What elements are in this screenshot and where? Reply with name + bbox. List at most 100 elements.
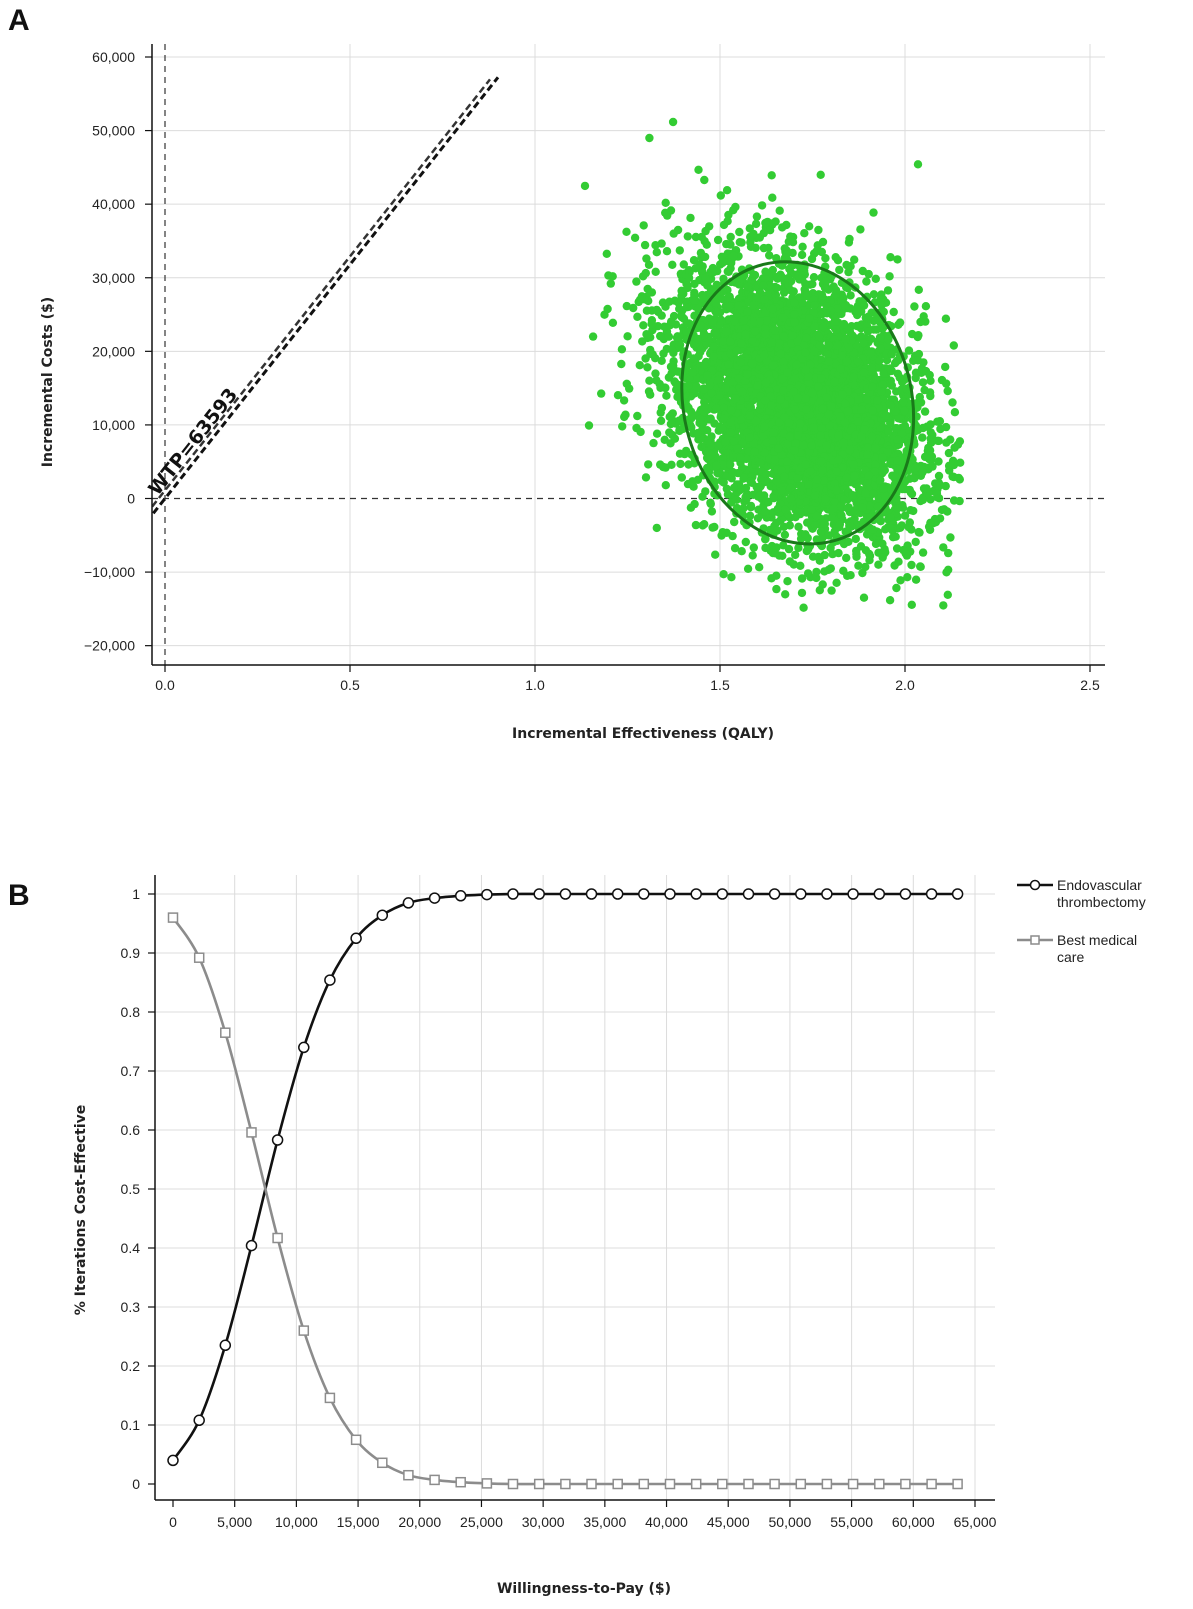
scatter-point <box>772 543 781 552</box>
scatter-point <box>842 357 852 366</box>
scatter-point <box>801 288 810 298</box>
scatter-point <box>780 530 790 539</box>
scatter-point <box>689 256 699 265</box>
scatter-point <box>701 273 710 283</box>
scatter-point <box>643 363 652 372</box>
scatter-point <box>879 484 888 494</box>
scatter-point <box>886 253 895 262</box>
scatter-point <box>750 270 760 280</box>
scatter-point <box>786 494 795 503</box>
scatter-point <box>862 395 872 404</box>
scatter-point <box>884 427 893 436</box>
scatter-point <box>920 407 930 416</box>
scatter-point <box>804 480 813 489</box>
scatter-point <box>745 411 755 420</box>
scatter-point <box>755 233 764 242</box>
scatter-point <box>656 408 665 417</box>
scatter-point <box>741 483 751 493</box>
scatter-point <box>877 301 886 310</box>
scatter-point <box>846 291 855 300</box>
scatter-point <box>861 489 870 498</box>
scatter-point <box>760 507 770 516</box>
scatter-point <box>810 322 819 331</box>
scatter-point <box>712 280 721 289</box>
scatter-point <box>608 318 618 327</box>
scatter-point <box>839 319 849 329</box>
scatter-point <box>661 198 670 207</box>
scatter-point <box>618 422 627 431</box>
scatter-point <box>632 423 641 433</box>
scatter-point <box>668 260 677 269</box>
scatter-point <box>737 238 746 247</box>
scatter-point <box>580 181 590 191</box>
scatter-point <box>682 303 692 312</box>
scatter-point <box>711 298 721 307</box>
scatter-point <box>779 522 789 531</box>
scatter-point <box>761 218 770 228</box>
scatter-point <box>803 569 813 578</box>
scatter-point <box>633 411 642 421</box>
scatter-point <box>684 460 693 469</box>
scatter-point <box>717 252 727 261</box>
scatter-point <box>701 226 710 236</box>
scatter-point <box>898 484 907 494</box>
scatter-point <box>646 345 655 355</box>
scatter-point <box>795 419 805 428</box>
scatter-point <box>746 402 755 412</box>
scatter-point <box>777 486 787 495</box>
scatter-point <box>686 213 695 223</box>
scatter-point <box>945 466 954 475</box>
scatter-point <box>943 386 952 396</box>
scatter-point <box>708 523 717 532</box>
scatter-point <box>868 525 878 534</box>
scatter-point <box>584 421 594 430</box>
scatter-point <box>726 349 735 359</box>
scatter-point <box>770 455 780 464</box>
scatter-point <box>817 290 827 300</box>
scatter-point <box>656 416 666 425</box>
scatter-point <box>889 307 898 317</box>
scatter-point <box>729 437 739 446</box>
scatter-point <box>873 396 882 405</box>
scatter-point <box>623 332 632 341</box>
scatter-point <box>774 339 783 348</box>
scatter-point <box>734 301 743 310</box>
scatter-point <box>778 313 788 322</box>
scatter-point <box>854 561 863 570</box>
scatter-point <box>814 552 823 562</box>
scatter-point <box>820 550 829 560</box>
scatter-point <box>641 268 650 278</box>
scatter-point <box>900 406 909 416</box>
scatter-point <box>617 359 626 369</box>
scatter-point <box>852 305 861 315</box>
scatter-point <box>617 345 627 354</box>
scatter-point <box>788 331 797 340</box>
scatter-point <box>651 369 660 378</box>
scatter-point <box>935 514 945 523</box>
scatter-point <box>837 351 847 360</box>
scatter-point <box>652 429 662 438</box>
scatter-point <box>840 495 849 504</box>
scatter-point <box>928 430 937 440</box>
scatter-point <box>794 543 803 553</box>
scatter-point <box>915 528 924 537</box>
scatter-point <box>667 317 676 326</box>
scatter-point <box>786 232 795 241</box>
scatter-point <box>768 193 777 202</box>
scatter-point <box>892 583 901 593</box>
scatter-point <box>880 491 889 500</box>
scatter-point <box>810 491 820 500</box>
scatter-point <box>809 346 819 356</box>
scatter-point <box>688 477 697 486</box>
scatter-point <box>706 499 715 509</box>
wtp-label: WTP=63593 <box>144 384 242 500</box>
scatter-point <box>761 274 770 283</box>
scatter-point <box>677 473 686 482</box>
scatter-point <box>900 511 910 520</box>
scatter-point <box>902 384 911 394</box>
scatter-point <box>871 274 880 283</box>
scatter-point <box>768 304 777 314</box>
scatter-point <box>743 307 752 317</box>
scatter-point <box>877 290 886 299</box>
scatter-point <box>950 408 960 417</box>
